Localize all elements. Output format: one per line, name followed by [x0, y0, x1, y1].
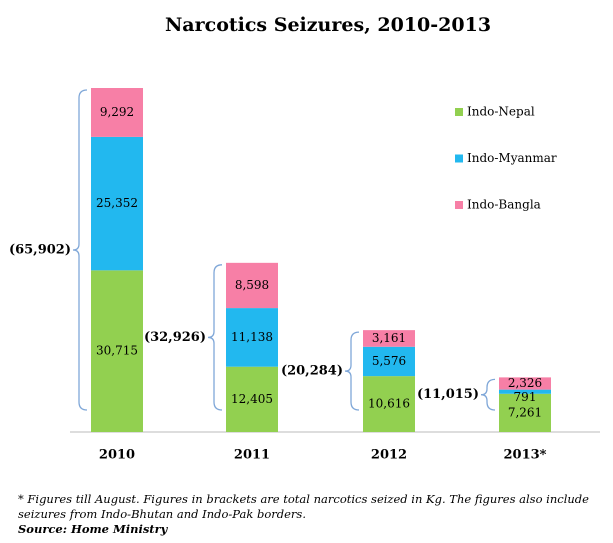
- bar-segment: [363, 346, 415, 377]
- value-label: 7,261: [508, 405, 542, 419]
- legend-swatch: [455, 154, 463, 163]
- value-label: 10,616: [368, 397, 410, 411]
- value-label: 30,715: [96, 344, 138, 358]
- brace: [72, 89, 88, 411]
- total-annotation: (65,902): [9, 243, 71, 258]
- total-annotation: (11,015): [417, 387, 479, 402]
- x-tick-label: 2012: [371, 448, 407, 463]
- value-label: 791: [514, 390, 537, 404]
- value-label: 12,405: [231, 392, 273, 406]
- bar-segment: [499, 393, 551, 432]
- chart: Narcotics Seizures, 2010-2013 30,715 25,3…: [9, 14, 600, 463]
- value-label: 3,161: [372, 331, 406, 345]
- bar-segment: [226, 262, 278, 309]
- chart-title: Narcotics Seizures, 2010-2013: [165, 14, 491, 36]
- value-label: 2,326: [508, 376, 542, 390]
- bar-segment: [363, 376, 415, 432]
- bar-segment: [363, 330, 415, 347]
- value-label: 25,352: [96, 196, 138, 210]
- bar-segment: [91, 88, 143, 137]
- bar-segment: [499, 389, 551, 394]
- x-tick-label: 2013*: [504, 448, 547, 463]
- brace: [207, 264, 223, 411]
- footnote: * Figures till August. Figures in bracke…: [18, 492, 589, 521]
- bar-segment: [91, 136, 143, 271]
- legend-swatch: [455, 201, 463, 209]
- legend-label: Indo-Nepal: [467, 105, 535, 119]
- bar-segment: [226, 366, 278, 432]
- legend-swatch: [455, 108, 463, 116]
- brace: [480, 378, 496, 411]
- source: Source: Home Ministry: [18, 522, 168, 536]
- value-label: 5,576: [372, 354, 406, 368]
- x-tick-label: 2011: [234, 448, 270, 463]
- x-tick-label: 2010: [99, 448, 135, 463]
- bar-segment: [226, 308, 278, 367]
- total-annotation: (20,284): [281, 364, 343, 379]
- value-label: 9,292: [100, 105, 134, 119]
- legend-label: Indo-Bangla: [467, 198, 541, 212]
- total-annotation: (32,926): [144, 330, 206, 345]
- bar-segment: [91, 270, 143, 432]
- value-label: 11,138: [231, 330, 273, 344]
- legend-label: Indo-Myanmar: [467, 151, 557, 165]
- bar-segment: [499, 377, 551, 390]
- brace: [344, 331, 360, 411]
- value-label: 8,598: [235, 278, 269, 292]
